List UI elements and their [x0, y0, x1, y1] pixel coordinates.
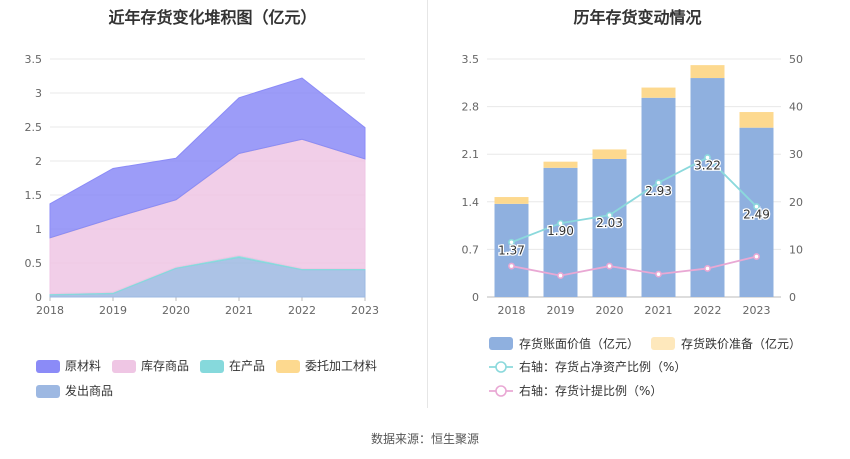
y2-tick-label: 0	[789, 291, 796, 304]
point-provision-ratio	[606, 262, 613, 270]
legend-line-marker	[495, 385, 507, 397]
bar-value-label: 1.90	[547, 224, 574, 238]
x-tick-label: 2019	[547, 304, 575, 317]
x-tick-label: 2023	[351, 304, 379, 317]
bar-value-label: 2.49	[743, 208, 770, 222]
legend-label-wip: 在产品	[229, 359, 265, 373]
y-tick-label: 3	[35, 87, 42, 100]
point-provision-ratio	[655, 270, 662, 278]
area-raw	[49, 77, 366, 239]
y-tick-label: 0	[472, 291, 479, 304]
legend-label-inventory: 库存商品	[141, 358, 189, 373]
point-inventory-ratio	[557, 219, 564, 227]
area-chart: 0 0.5 1 1.5 2 2.5 3 3.5 2018 2019 2020 2021 2022 2023…	[25, 53, 379, 398]
point-inventory-ratio	[508, 238, 515, 246]
y-tick-label: 0.7	[462, 243, 480, 256]
legend-swatch-shipped	[36, 385, 60, 398]
bar-book-value	[690, 78, 725, 297]
point-inventory-ratio	[655, 179, 662, 187]
y-tick-label: 1	[35, 223, 42, 236]
y-tick-label: 2.1	[462, 148, 480, 161]
x-tick-label: 2020	[596, 304, 624, 317]
y-tick-label: 2.8	[462, 101, 480, 114]
y-tick-label: 0.5	[25, 257, 43, 270]
x-tick-label: 2022	[288, 304, 316, 317]
bar-book-value	[739, 127, 774, 298]
point-inventory-ratio	[704, 154, 711, 161]
bar-impairment-reserve	[543, 161, 578, 168]
legend-swatch-consigned	[276, 360, 300, 373]
y2-tick-label: 50	[789, 53, 803, 66]
y-tick-label: 2	[35, 155, 42, 168]
y-tick-label: 3.5	[462, 53, 480, 66]
x-tick-label: 2022	[694, 304, 722, 317]
bar-impairment-reserve	[494, 197, 529, 204]
bar-book-value	[494, 203, 529, 297]
legend-swatch-raw	[36, 360, 60, 373]
legend-line-marker	[495, 361, 507, 373]
bar-impairment-reserve	[592, 149, 627, 159]
legend-swatch-reserve	[651, 337, 675, 350]
bar-chart-legend: 存货账面价值（亿元） 存货跌价准备（亿元） 右轴：存货占净资产比例（%） 右轴：存货计…	[489, 336, 801, 398]
legend-swatch-inventory	[112, 360, 136, 373]
y-tick-label: 2.5	[25, 121, 43, 134]
bar-impairment-reserve	[690, 65, 725, 79]
legend-swatch-book-value	[489, 337, 513, 350]
legend-label-book-value: 存货账面价值（亿元）	[519, 336, 639, 351]
x-tick-label: 2020	[162, 304, 190, 317]
x-tick-label: 2019	[99, 304, 127, 317]
y-tick-label: 1.4	[462, 196, 480, 209]
area-chart-title: 近年存货变化堆积图（亿元）	[108, 8, 317, 27]
bar-value-label: 2.93	[645, 184, 672, 198]
y2-tick-label: 10	[789, 243, 803, 256]
x-tick-label: 2023	[743, 304, 771, 317]
point-provision-ratio	[753, 253, 760, 260]
y2-tick-label: 40	[789, 101, 803, 114]
y-tick-label: 1.5	[25, 189, 43, 202]
data-source-note: 数据来源：恒生聚源	[370, 432, 479, 446]
y-tick-label: 3.5	[25, 53, 43, 66]
bar-book-value	[592, 158, 627, 297]
y-tick-label: 0	[35, 291, 42, 304]
bar-impairment-reserve	[739, 112, 774, 128]
legend-label-consigned: 委托加工材料	[305, 359, 377, 373]
bar-value-label: 3.22	[694, 159, 721, 173]
panel-divider	[427, 0, 428, 408]
legend-swatch-wip	[200, 360, 224, 373]
legend-label-raw: 原材料	[65, 359, 101, 373]
x-tick-label: 2018	[36, 304, 64, 317]
point-inventory-ratio	[753, 203, 760, 210]
point-inventory-ratio	[606, 211, 613, 219]
bar-line-chart: 0 0.7 1.4 2.1 2.8 3.5 0 10 20 30 40 50 2018 2019 2020 2…	[462, 53, 804, 398]
bar-chart-title: 历年存货变动情况	[573, 8, 702, 27]
line-provision-ratio	[511, 255, 757, 277]
bar-book-value	[641, 97, 676, 297]
bar-value-label: 1.37	[498, 243, 525, 257]
line-inventory-ratio	[511, 156, 758, 244]
y2-tick-label: 20	[789, 196, 803, 209]
x-tick-label: 2018	[498, 304, 526, 317]
point-provision-ratio	[508, 262, 515, 270]
bar-impairment-reserve	[641, 87, 676, 98]
y2-tick-label: 30	[789, 148, 803, 161]
legend-label-reserve: 存货跌价准备（亿元）	[681, 336, 801, 351]
point-provision-ratio	[557, 272, 564, 279]
bar-value-label: 2.03	[596, 216, 623, 230]
legend-label-shipped: 发出商品	[65, 383, 113, 398]
legend-line-label: 右轴：存货计提比例（%）	[519, 383, 662, 398]
x-tick-label: 2021	[225, 304, 253, 317]
x-tick-label: 2021	[645, 304, 673, 317]
point-provision-ratio	[704, 265, 711, 272]
legend-line-label: 右轴：存货占净资产比例（%）	[519, 359, 686, 374]
